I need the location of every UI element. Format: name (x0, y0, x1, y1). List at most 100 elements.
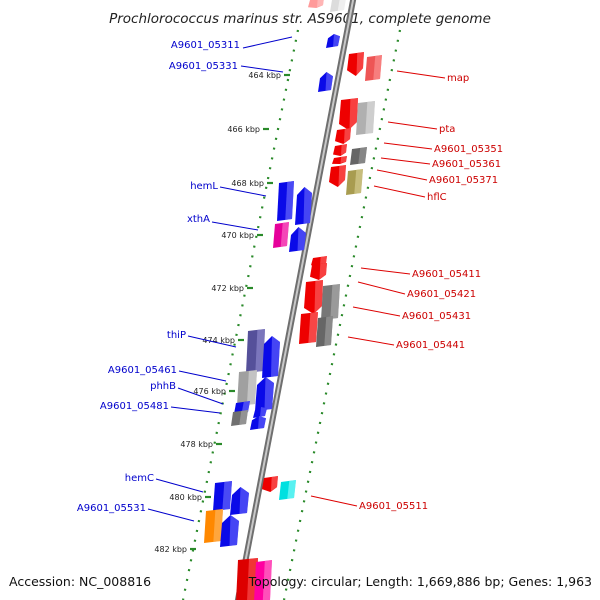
gene-feature (295, 187, 312, 225)
gene-leader-line (352, 306, 401, 317)
gene-label: A9601_05531 (77, 503, 146, 514)
gene-feature (289, 227, 306, 252)
gene-feature (254, 560, 272, 600)
gene-feature (332, 156, 347, 164)
gene-leader-line (383, 142, 433, 150)
gene-feature (246, 329, 265, 373)
gene-feature (299, 312, 318, 344)
topology-text: Topology: circular; Length: 1,669,886 bp… (248, 574, 592, 589)
gene-leader-line (310, 495, 358, 507)
gene-feature (316, 316, 333, 347)
gene-label: A9601_05461 (108, 365, 177, 376)
gene-feature (213, 481, 232, 511)
gene-feature (237, 370, 257, 406)
gene-feature (273, 222, 289, 248)
gene-feature (350, 147, 367, 165)
right-tick-track (282, 29, 402, 600)
gene-labels: A9601_05311 A9601_05331 hemL xthA thiP A9601_… (77, 36, 503, 522)
gene-label: xthA (187, 214, 210, 225)
gene-leader-line (242, 36, 293, 49)
left-tick-track (181, 29, 300, 600)
gene-label: A9601_05481 (100, 401, 169, 412)
gene-feature (365, 55, 382, 81)
scale-ticks: 464 kbp 466 kbp 468 kbp 470 kbp 472 kbp 474 k… (154, 71, 290, 554)
gene-label: A9601_05421 (407, 289, 476, 300)
scale-tick-label: 472 kbp (211, 284, 244, 293)
gene-leader-line (396, 70, 446, 79)
gene-label: A9601_05431 (402, 311, 471, 322)
gene-feature (255, 377, 274, 411)
gene-leader-line (357, 281, 406, 295)
gene-leader-line (155, 478, 204, 493)
scale-tick-label: 464 kbp (248, 71, 281, 80)
gene-leader-line (380, 157, 431, 165)
gene-feature (231, 410, 248, 426)
gene-label: hemL (190, 181, 218, 192)
scale-tick-label: 476 kbp (193, 387, 226, 396)
gene-label: hflC (427, 192, 447, 203)
gene-leader-line (347, 336, 395, 346)
gene-leader-line (240, 65, 284, 73)
gene-feature (326, 34, 340, 48)
gene-leader-line (387, 121, 438, 130)
gene-leader-line (178, 370, 227, 382)
scale-tick-label: 470 kbp (221, 231, 254, 240)
gene-feature (250, 416, 266, 430)
scale-tick-label: 482 kbp (154, 545, 187, 554)
gene-feature (230, 487, 249, 515)
gene-leader-line (376, 169, 428, 181)
gene-feature (277, 181, 294, 221)
gene-feature (347, 52, 364, 76)
gene-feature (330, 0, 346, 12)
gene-feature (236, 558, 258, 600)
gene-label: A9601_05331 (169, 61, 238, 72)
gene-leader-line (170, 406, 221, 414)
gene-feature (329, 165, 346, 187)
gene-label: phhB (150, 381, 176, 392)
gene-feature (262, 336, 280, 378)
gene-feature (335, 128, 351, 144)
gene-feature (356, 101, 375, 135)
gene-feature (308, 0, 324, 8)
gene-label: hemC (125, 473, 154, 484)
gene-feature (220, 515, 239, 547)
gene-label: A9601_05351 (434, 144, 503, 155)
gene-label: A9601_05311 (171, 40, 240, 51)
gene-label: A9601_05361 (432, 159, 501, 170)
gene-feature (262, 476, 278, 492)
gene-leader-line (360, 267, 411, 275)
gene-feature (346, 169, 363, 195)
gene-leader-line (211, 221, 259, 231)
genome-title: Prochlorococcus marinus str. AS9601, com… (109, 11, 491, 27)
accession-text: Accession: NC_008816 (9, 574, 151, 589)
scale-tick-label: 480 kbp (169, 493, 202, 502)
gene-feature (311, 256, 327, 266)
gene-feature (333, 144, 347, 156)
gene-feature (310, 263, 327, 280)
scale-tick-label: 474 kbp (202, 336, 235, 345)
gene-features (204, 0, 382, 600)
gene-label: A9601_05411 (412, 269, 481, 280)
gene-feature (321, 284, 340, 320)
gene-label: pta (439, 124, 455, 135)
gene-feature (279, 480, 296, 500)
gene-label: map (447, 73, 469, 84)
gene-label: thiP (167, 330, 186, 341)
gene-label: A9601_05441 (396, 340, 465, 351)
gene-leader-line (147, 508, 195, 522)
gene-feature (253, 407, 267, 418)
gene-feature (318, 72, 333, 92)
gene-feature (304, 280, 323, 314)
backbone (234, 0, 357, 600)
scale-tick-label: 466 kbp (227, 125, 260, 134)
gene-label: A9601_05511 (359, 501, 428, 512)
gene-feature (339, 98, 358, 130)
scale-tick-label: 478 kbp (180, 440, 213, 449)
gene-label: A9601_05371 (429, 175, 498, 186)
gene-feature (204, 509, 223, 543)
scale-tick-label: 468 kbp (231, 179, 264, 188)
gene-leader-line (373, 185, 426, 198)
gene-leader-line (219, 186, 267, 197)
gene-leader-line (177, 387, 224, 405)
